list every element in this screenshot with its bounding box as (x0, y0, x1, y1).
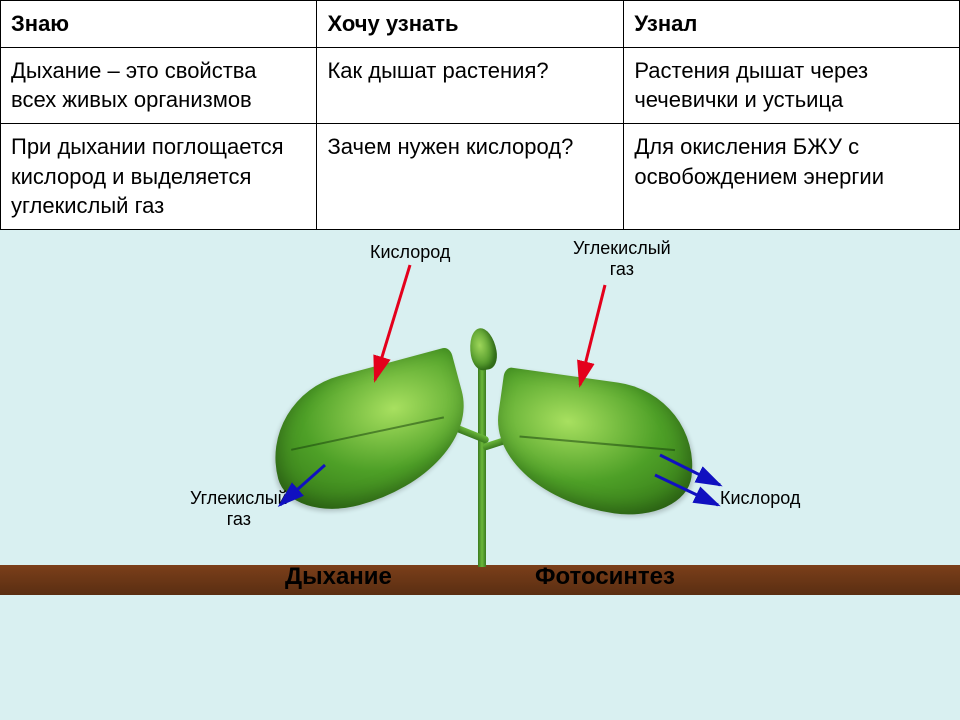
cell-learned-2: Для окисления БЖУ с освобождением энерги… (624, 124, 960, 230)
plant-diagram: Кислород Углекислыйгаз Углекислыйгаз Кис… (0, 230, 960, 595)
header-learned: Узнал (624, 1, 960, 48)
label-co2-left-text: Углекислыйгаз (190, 488, 288, 529)
cell-want-2: Зачем нужен кислород? (317, 124, 624, 230)
label-photosynthesis: Фотосинтез (535, 563, 675, 591)
label-oxygen-right: Кислород (720, 488, 800, 509)
label-co2-top-text: Углекислыйгаз (573, 238, 671, 279)
stem (478, 357, 486, 567)
header-know: Знаю (1, 1, 317, 48)
label-respiration: Дыхание (285, 563, 392, 591)
table-row: Дыхание – это свойства всех живых органи… (1, 47, 960, 123)
label-co2-top: Углекислыйгаз (573, 238, 671, 279)
cell-learned-1: Растения дышат через чечевички и устьица (624, 47, 960, 123)
soil (0, 565, 960, 595)
kwl-table: Знаю Хочу узнать Узнал Дыхание – это сво… (0, 0, 960, 230)
label-oxygen-top: Кислород (370, 242, 450, 263)
cell-want-1: Как дышат растения? (317, 47, 624, 123)
table-header-row: Знаю Хочу узнать Узнал (1, 1, 960, 48)
leaf-left (257, 346, 484, 523)
cell-know-1: Дыхание – это свойства всех живых органи… (1, 47, 317, 123)
cell-know-2: При дыхании поглощается кислород и выдел… (1, 124, 317, 230)
label-co2-left: Углекислыйгаз (190, 488, 288, 529)
header-want: Хочу узнать (317, 1, 624, 48)
leaf-right (487, 367, 703, 524)
bud (467, 326, 500, 372)
table-row: При дыхании поглощается кислород и выдел… (1, 124, 960, 230)
